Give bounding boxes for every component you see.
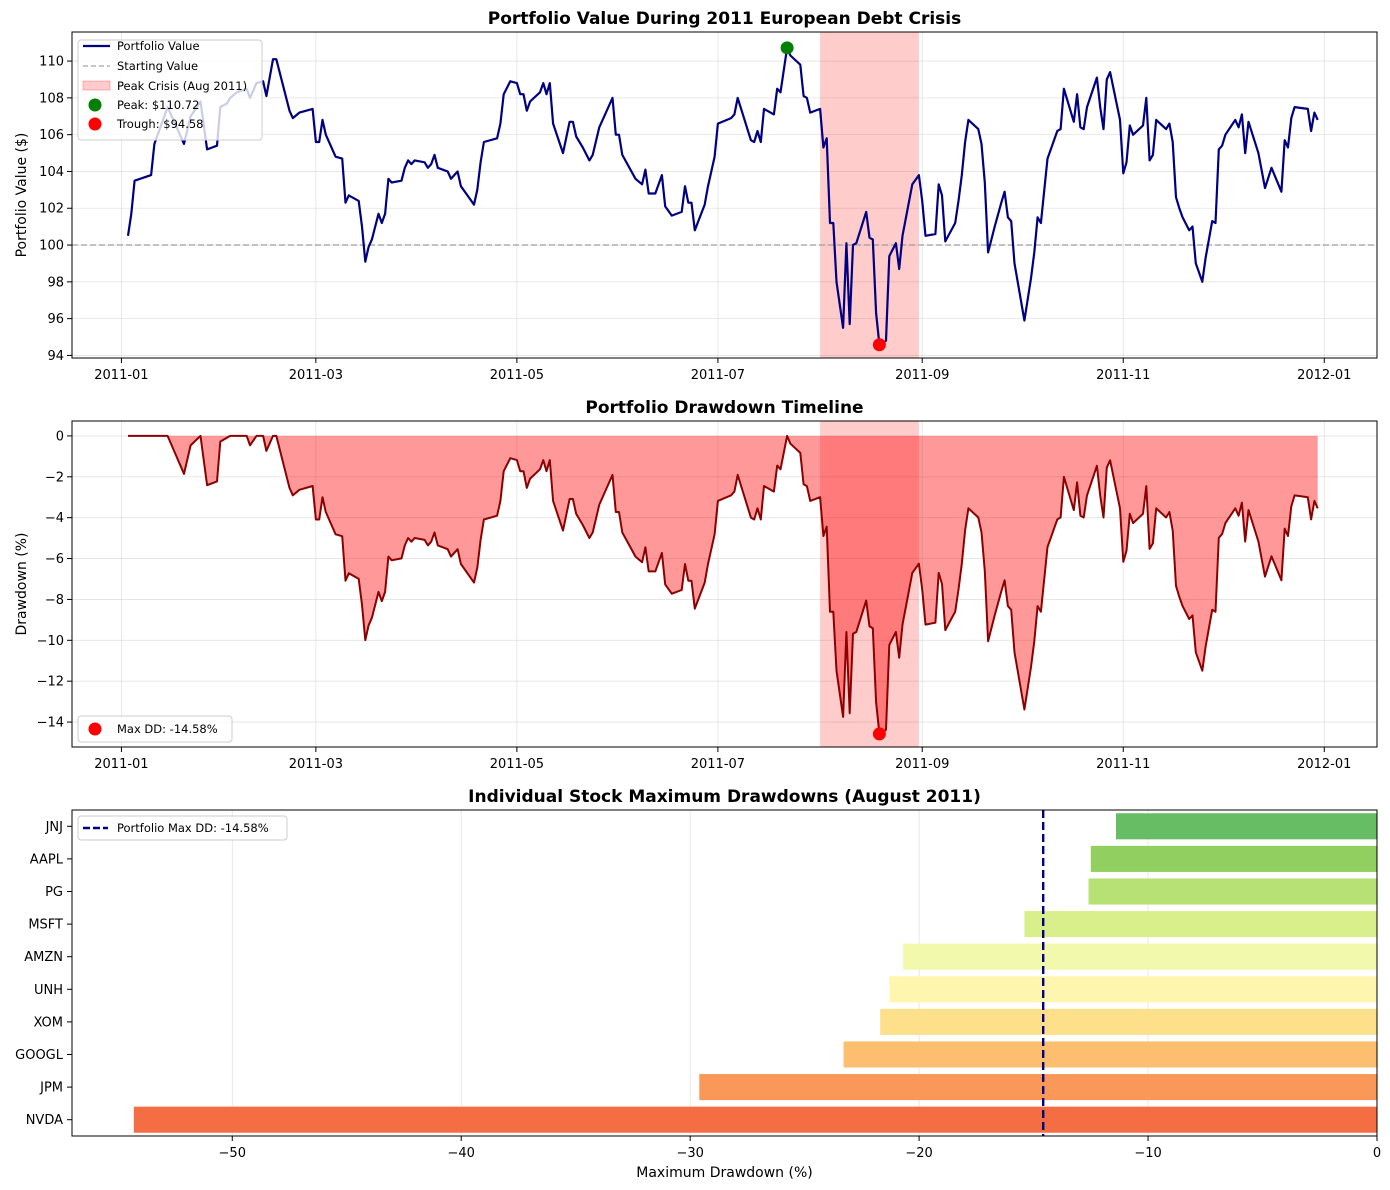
bar-msft xyxy=(1024,911,1377,938)
x-axis-label: Maximum Drawdown (%) xyxy=(636,1165,812,1181)
bar-googl xyxy=(843,1041,1377,1068)
y-tick-label: 104 xyxy=(39,165,64,180)
x-tick-label: 2011-09 xyxy=(895,368,949,383)
y-tick-label: −12 xyxy=(37,675,64,690)
bar-jnj xyxy=(1116,813,1377,840)
y-tick-label: −4 xyxy=(45,511,64,526)
drawdown-area xyxy=(128,435,1318,734)
value-panel-grid xyxy=(72,32,1377,358)
bar-pg xyxy=(1088,878,1377,905)
legend-label: Portfolio Max DD: -14.58% xyxy=(117,821,269,835)
bar-unh xyxy=(889,976,1377,1003)
x-tick-label: 0 xyxy=(1373,1146,1381,1161)
trough-marker xyxy=(872,338,886,352)
bar-amzn xyxy=(903,943,1377,970)
axes-frame xyxy=(71,809,1378,1137)
y-tick-label: −8 xyxy=(45,593,64,608)
value-panel-axes: 2011-01 2011-03 2011-05 2011-07 2011-09 2011-… xyxy=(14,9,1378,383)
legend-box xyxy=(77,715,233,743)
legend-swatch-peak xyxy=(88,98,102,112)
portfolio-value-line xyxy=(126,46,1319,346)
y-tick-label: UNH xyxy=(34,983,63,998)
chart-title: Portfolio Drawdown Timeline xyxy=(585,398,863,418)
axes-frame xyxy=(71,420,1378,748)
x-tick-label: 2011-01 xyxy=(94,368,148,383)
x-tick-label: −50 xyxy=(219,1146,246,1161)
x-tick-label: −10 xyxy=(1134,1146,1161,1161)
drawdown-panel-plot xyxy=(128,434,1319,741)
bar-jpm xyxy=(699,1074,1377,1101)
y-tick-label: GOOGL xyxy=(15,1048,64,1063)
y-tick-label: −6 xyxy=(45,552,64,567)
bar-xom xyxy=(880,1008,1377,1035)
drawdown-legend: Max DD: -14.58% xyxy=(77,715,233,743)
legend-box xyxy=(77,39,263,141)
drawdown-line xyxy=(128,434,1319,735)
x-tick-label: 2012-01 xyxy=(1297,757,1351,772)
max-drawdown-marker xyxy=(872,727,886,741)
y-tick-label: PG xyxy=(45,885,63,900)
crisis-span xyxy=(820,421,919,747)
x-tick-label: 2011-03 xyxy=(289,368,343,383)
x-tick-label: 2011-05 xyxy=(490,757,544,772)
stock-drawdown-plot: JNJ AAPL PG MSFT AMZN UNH XOM GOOGL JPM NVDA −50 −4… xyxy=(15,787,1381,1181)
legend-label: Peak Crisis (Aug 2011) xyxy=(117,79,247,93)
x-tick-label: −20 xyxy=(905,1146,932,1161)
x-tick-label: −30 xyxy=(676,1146,703,1161)
bar-aapl xyxy=(1090,845,1377,872)
y-tick-label: JPM xyxy=(39,1081,63,1096)
y-tick-label: MSFT xyxy=(28,918,63,933)
chart-title: Individual Stock Maximum Drawdowns (Augu… xyxy=(468,787,981,807)
legend-swatch-trough xyxy=(88,117,102,131)
chart-title: Portfolio Value During 2011 European Deb… xyxy=(488,9,961,29)
y-axis-label: Drawdown (%) xyxy=(14,532,30,635)
y-tick-label: XOM xyxy=(33,1015,63,1030)
y-axis-label: Portfolio Value ($) xyxy=(14,133,30,258)
crisis-span xyxy=(820,32,919,358)
y-tick-label: 110 xyxy=(39,55,64,70)
legend-label: Peak: $110.72 xyxy=(117,98,199,112)
legend-swatch-maxdd xyxy=(88,722,102,736)
x-tick-label: 2012-01 xyxy=(1297,368,1351,383)
y-tick-label: 102 xyxy=(39,202,64,217)
y-tick-label: −2 xyxy=(45,470,64,485)
x-tick-label: 2011-07 xyxy=(691,757,745,772)
y-tick-label: 106 xyxy=(39,128,64,143)
x-tick-label: 2011-11 xyxy=(1096,368,1150,383)
y-tick-label: 108 xyxy=(39,91,64,106)
y-tick-label: 94 xyxy=(47,349,64,364)
y-tick-label: −14 xyxy=(37,716,64,731)
bar-nvda xyxy=(133,1106,1377,1133)
legend-label: Portfolio Value xyxy=(117,39,200,53)
y-tick-label: 96 xyxy=(47,312,64,327)
drawdown-panel-axes: 2011-01 2011-03 2011-05 2011-07 2011-09 2011-… xyxy=(14,398,1378,772)
x-tick-label: 2011-01 xyxy=(94,757,148,772)
legend-label: Starting Value xyxy=(117,59,198,73)
value-legend: Portfolio Value Starting Value Peak Crisis… xyxy=(77,39,263,141)
legend-swatch-span xyxy=(82,80,111,91)
y-tick-label: −10 xyxy=(37,634,64,649)
legend-label: Trough: $94.58 xyxy=(116,117,204,131)
axes-frame xyxy=(71,31,1378,359)
y-tick-label: NVDA xyxy=(26,1113,63,1128)
y-tick-label: AMZN xyxy=(24,950,63,965)
y-tick-label: 0 xyxy=(56,429,64,444)
peak-marker xyxy=(780,41,794,55)
legend-box xyxy=(77,815,288,841)
x-tick-label: 2011-11 xyxy=(1096,757,1150,772)
x-tick-label: 2011-07 xyxy=(691,368,745,383)
x-tick-label: 2011-05 xyxy=(490,368,544,383)
x-tick-label: 2011-03 xyxy=(289,757,343,772)
legend-label: Max DD: -14.58% xyxy=(117,722,218,736)
x-tick-label: −40 xyxy=(447,1146,474,1161)
x-tick-label: 2011-09 xyxy=(895,757,949,772)
value-panel-plot xyxy=(72,41,1377,352)
y-tick-label: 100 xyxy=(39,239,64,254)
y-tick-label: JNJ xyxy=(45,820,63,835)
drawdown-panel-grid xyxy=(72,421,1377,747)
y-tick-label: 98 xyxy=(47,275,64,290)
stock-legend: Portfolio Max DD: -14.58% xyxy=(77,815,288,841)
y-tick-label: AAPL xyxy=(30,852,64,867)
